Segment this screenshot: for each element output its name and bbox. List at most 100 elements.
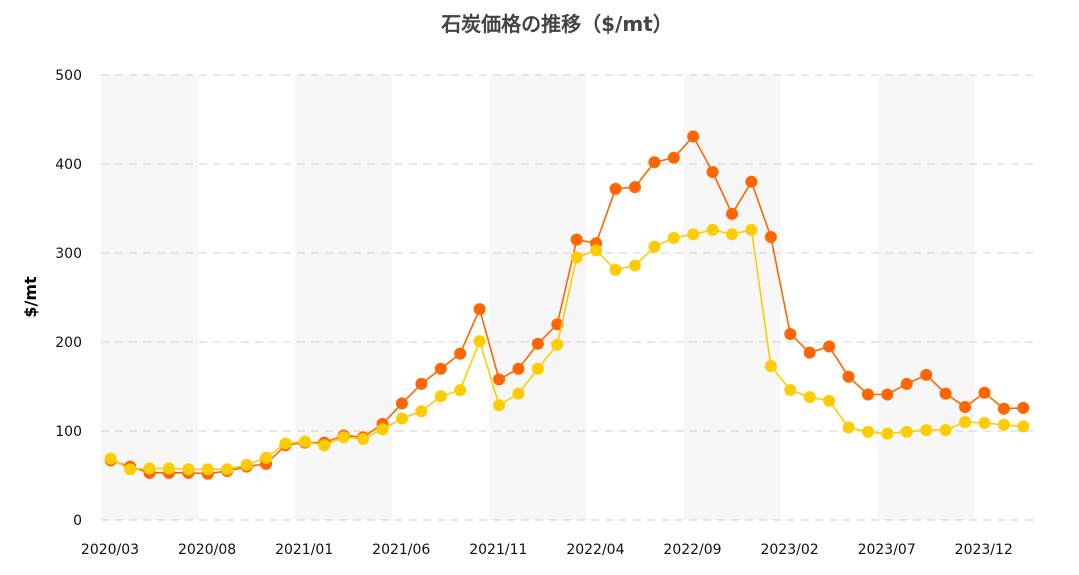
data-point [803, 391, 816, 404]
data-point [959, 400, 972, 413]
data-point [1017, 420, 1030, 433]
data-point [648, 156, 661, 169]
data-point [318, 439, 331, 452]
data-point [881, 388, 894, 401]
alternating-background-bands [101, 75, 975, 520]
data-point [395, 412, 408, 425]
data-point [260, 451, 273, 464]
y-tick-label: 0 [73, 513, 82, 529]
data-point [143, 462, 156, 475]
data-point [570, 251, 583, 264]
data-point [1017, 401, 1030, 414]
data-point [764, 360, 777, 373]
data-point [784, 327, 797, 340]
data-point [512, 362, 525, 375]
data-point [861, 425, 874, 438]
data-point [648, 240, 661, 253]
data-point [570, 233, 583, 246]
data-point [745, 223, 758, 236]
data-point [842, 421, 855, 434]
data-point [434, 390, 447, 403]
data-point [609, 182, 622, 195]
data-point [221, 463, 234, 476]
data-point [920, 424, 933, 437]
x-tick-label: 2020/08 [178, 542, 236, 558]
data-point [939, 387, 952, 400]
data-point [726, 207, 739, 220]
series-2 [104, 223, 1030, 476]
data-point [434, 362, 447, 375]
data-point [628, 259, 641, 272]
data-point [667, 151, 680, 164]
data-point [512, 387, 525, 400]
data-point [493, 373, 506, 386]
x-tick-label: 2023/07 [858, 542, 916, 558]
data-point [124, 463, 137, 476]
background-band [295, 75, 393, 520]
data-point [240, 458, 253, 471]
data-point [997, 402, 1010, 415]
data-point [842, 370, 855, 383]
data-point [920, 368, 933, 381]
data-point [706, 223, 719, 236]
chart-title: 石炭価格の推移（$/mt） [440, 12, 673, 36]
x-tick-label: 2021/11 [469, 542, 527, 558]
data-point [104, 452, 117, 465]
data-point [590, 244, 603, 257]
data-point [357, 433, 370, 446]
data-point [628, 181, 641, 194]
y-tick-label: 300 [55, 246, 82, 262]
x-tick-label: 2021/01 [275, 542, 333, 558]
data-point [861, 388, 874, 401]
data-point [823, 340, 836, 353]
data-series [104, 130, 1030, 480]
data-point [201, 463, 214, 476]
x-tick-label: 2021/06 [372, 542, 430, 558]
x-tick-label: 2020/03 [81, 542, 139, 558]
x-tick-label: 2022/09 [663, 542, 721, 558]
gridlines [101, 74, 1033, 521]
data-point [551, 318, 564, 331]
data-point [531, 337, 544, 350]
background-band [101, 75, 199, 520]
data-point [609, 263, 622, 276]
data-point [395, 397, 408, 410]
data-point [415, 377, 428, 390]
y-tick-label: 400 [55, 157, 82, 173]
data-point [900, 425, 913, 438]
data-point [687, 130, 700, 143]
data-point [162, 462, 175, 475]
data-point [997, 418, 1010, 431]
data-point [823, 394, 836, 407]
data-point [279, 437, 292, 450]
data-point [745, 175, 758, 188]
x-axis-ticks: 2020/03 2020/08 2021/01 2021/06 2021/11 2022/… [81, 542, 1013, 558]
data-point [415, 405, 428, 418]
background-band [877, 75, 975, 520]
data-point [978, 416, 991, 429]
background-band [683, 75, 781, 520]
data-point [784, 384, 797, 397]
data-point [939, 424, 952, 437]
data-point [803, 346, 816, 359]
x-tick-label: 2022/04 [566, 542, 624, 558]
x-tick-label: 2023/02 [760, 542, 818, 558]
data-point [687, 228, 700, 241]
y-tick-label: 200 [55, 335, 82, 351]
data-point [706, 166, 719, 179]
background-band [489, 75, 587, 520]
data-point [667, 231, 680, 244]
data-point [881, 427, 894, 440]
data-point [764, 230, 777, 243]
data-point [473, 303, 486, 316]
data-point [337, 431, 350, 444]
data-point [182, 463, 195, 476]
data-point [473, 335, 486, 348]
data-point [551, 338, 564, 351]
y-axis-ticks: 0 100 200 300 400 500 [55, 68, 82, 529]
data-point [376, 423, 389, 436]
y-tick-label: 500 [55, 68, 82, 84]
data-point [959, 416, 972, 429]
data-point [493, 399, 506, 412]
